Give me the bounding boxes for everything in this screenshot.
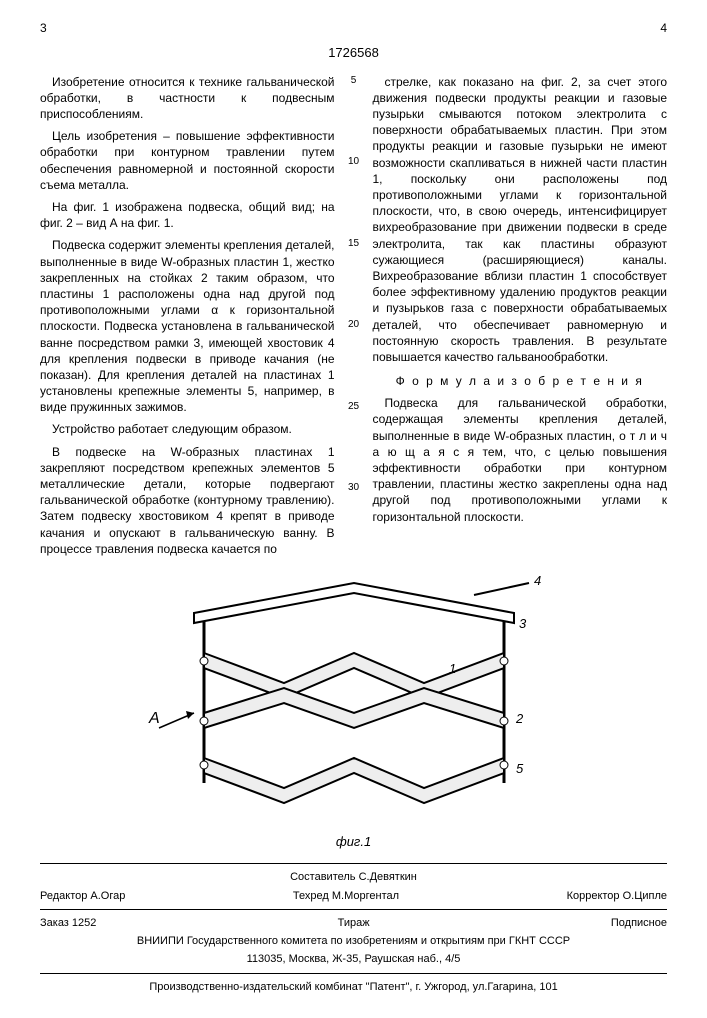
organization: ВНИИПИ Государственного комитета по изоб… <box>40 934 667 949</box>
formula-title: Ф о р м у л а и з о б р е т е н и я <box>373 373 668 389</box>
patent-number: 1726568 <box>40 44 667 62</box>
line-number: 25 <box>348 400 359 414</box>
figure-1: 4 3 1 2 5 <box>40 573 667 827</box>
line-number: 20 <box>348 318 359 332</box>
para: Устройство работает следующим образом. <box>40 421 335 437</box>
para: Изобретение относится к технике гальвани… <box>40 74 335 123</box>
editor-credit: Редактор А.Огар <box>40 889 125 904</box>
compiler-credit: Составитель С.Девяткин <box>40 870 667 885</box>
left-column: Изобретение относится к технике гальвани… <box>40 74 335 563</box>
line-number: 10 <box>348 155 359 169</box>
tirage: Тираж <box>338 916 370 931</box>
figure-label-4: 4 <box>534 573 541 588</box>
corrector-credit: Корректор О.Ципле <box>567 889 667 904</box>
address-1: 113035, Москва, Ж-35, Раушская наб., 4/5 <box>40 952 667 967</box>
line-number: 5 <box>351 74 357 88</box>
figure-label-2: 2 <box>515 711 524 726</box>
figure-label-1: 1 <box>449 661 456 676</box>
line-number-gutter: 5 10 15 20 25 30 <box>347 74 361 563</box>
line-number: 15 <box>348 237 359 251</box>
para: На фиг. 1 изображена подвеска, общий вид… <box>40 199 335 231</box>
subscription: Подписное <box>611 916 667 931</box>
figure-caption: фиг.1 <box>40 833 667 851</box>
para: В подвеске на W-образных пластинах 1 зак… <box>40 444 335 557</box>
line-number: 30 <box>348 481 359 495</box>
address-2: Производственно-издательский комбинат "П… <box>40 980 667 995</box>
para: Подвеска для гальванической обработки, с… <box>373 395 668 525</box>
para: Цель изобретения – повышение эффективнос… <box>40 128 335 193</box>
para: стрелке, как показано на фиг. 2, за счет… <box>373 74 668 365</box>
para: Подвеска содержит элементы крепления дет… <box>40 237 335 415</box>
figure-label-A: A <box>148 710 160 727</box>
order-number: Заказ 1252 <box>40 916 96 931</box>
tech-credit: Техред М.Моргентал <box>293 889 399 904</box>
figure-label-5: 5 <box>516 761 524 776</box>
figure-label-3: 3 <box>519 616 527 631</box>
right-column: стрелке, как показано на фиг. 2, за счет… <box>373 74 668 563</box>
page-number-left: 3 <box>40 20 47 36</box>
page-number-right: 4 <box>660 20 667 36</box>
